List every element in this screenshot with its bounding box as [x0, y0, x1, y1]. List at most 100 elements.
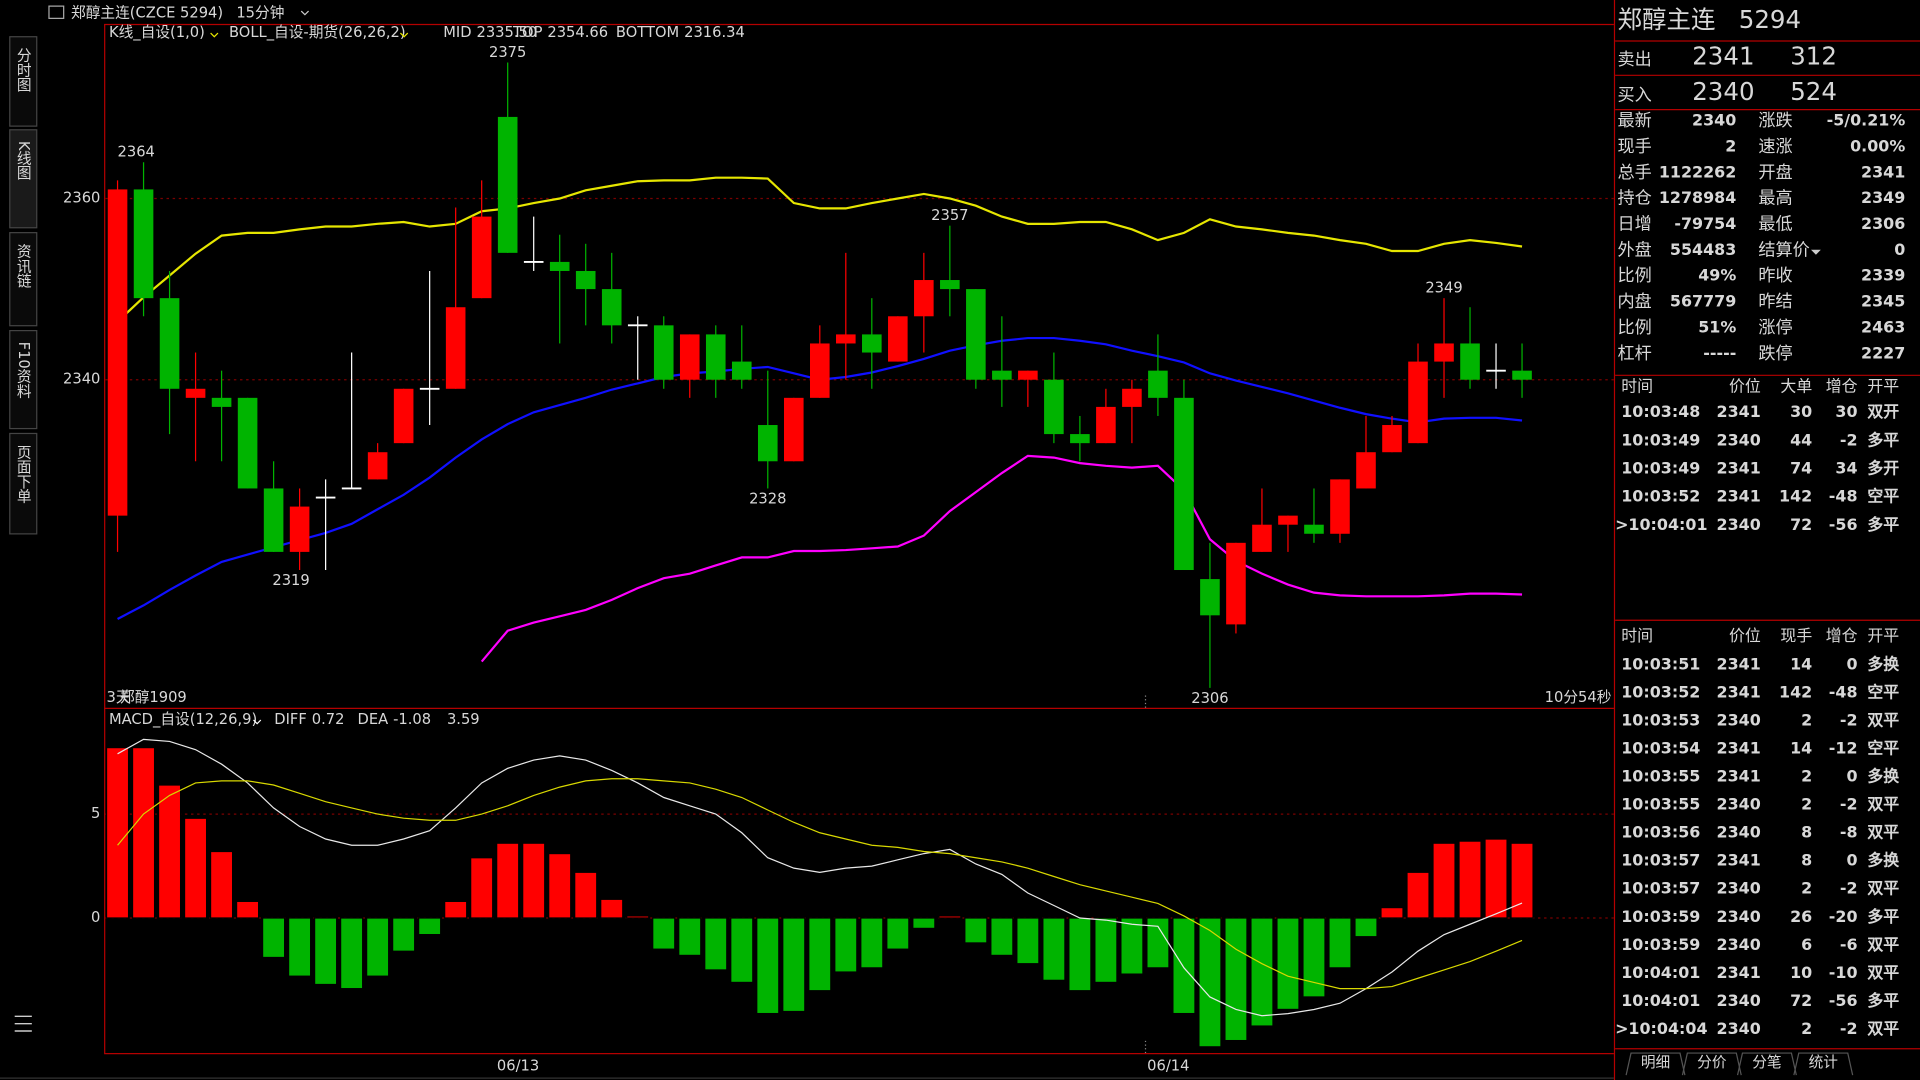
sidebar-tab[interactable] — [9, 36, 38, 127]
macd-bar — [287, 917, 312, 977]
bottom-tab[interactable] — [1793, 1052, 1854, 1076]
bottom-tab[interactable] — [1736, 1052, 1797, 1076]
table-cell: 10:03:48 — [1621, 402, 1700, 421]
table-cell: >10:04:04 — [1615, 1019, 1707, 1038]
macd-bar — [1068, 917, 1092, 992]
macd-bar — [1510, 842, 1534, 919]
dropdown-chevron — [210, 32, 219, 38]
table-cell: 0 — [1846, 654, 1857, 673]
y-tick-label: 2360 — [63, 189, 100, 206]
table-header: 价位 — [1729, 626, 1761, 645]
candle-body — [1512, 370, 1532, 380]
table-cell: 26 — [1790, 907, 1812, 926]
book-label: 卖出 — [1618, 50, 1652, 70]
sidebar-tab[interactable] — [9, 232, 38, 327]
table-cell: 2341 — [1717, 654, 1761, 673]
stat-value: 2227 — [1861, 343, 1905, 362]
stat-label: 最低 — [1758, 215, 1792, 235]
table-cell: >10:04:01 — [1615, 515, 1707, 534]
sidebar-tab-label[interactable]: 分时图 — [15, 48, 32, 92]
menu-icon[interactable] — [14, 1015, 32, 1032]
bottom-tab[interactable] — [1681, 1052, 1742, 1076]
stat-value: 0 — [1894, 240, 1905, 259]
sidebar-tab[interactable] — [9, 330, 38, 430]
series-legend: DEA -1.08 — [358, 711, 432, 728]
table-cell: 2341 — [1717, 767, 1761, 786]
table-cell: 74 — [1790, 458, 1812, 477]
table-cell: 多换 — [1867, 654, 1899, 673]
bottom-tab-label[interactable]: 分笔 — [1752, 1054, 1781, 1071]
extreme-label: 2375 — [489, 44, 526, 61]
sidebar-tab[interactable] — [9, 432, 38, 535]
candle-body — [1044, 379, 1064, 435]
bottom-tab-label[interactable]: 明细 — [1641, 1054, 1670, 1071]
table-cell: 10:03:49 — [1621, 430, 1700, 449]
sidebar-tab-label[interactable]: K线图 — [15, 141, 32, 180]
book-price: 2341 — [1692, 42, 1754, 71]
macd-bar — [444, 900, 468, 919]
indicator-legend: BOLL_自设-期货(26,26,2) — [229, 24, 406, 41]
table-cell: 双平 — [1867, 935, 1899, 954]
table-cell: 2 — [1801, 795, 1812, 814]
macd-bar — [1198, 917, 1222, 1048]
candle-body — [575, 270, 596, 290]
table-cell: 72 — [1790, 991, 1812, 1010]
sidebar-tab-label[interactable]: F10资料 — [15, 342, 32, 399]
macd-bar — [782, 917, 806, 1013]
table-cell: 10:03:57 — [1621, 851, 1700, 870]
table-cell: 双平 — [1867, 710, 1899, 729]
bottom-tab[interactable] — [1625, 1052, 1686, 1076]
bottom-tab-label[interactable]: 分价 — [1697, 1054, 1727, 1071]
table-cell: 34 — [1835, 458, 1857, 477]
sidebar-tab-label[interactable]: 资讯链 — [15, 244, 32, 288]
table-cell: 2341 — [1717, 682, 1761, 701]
dropdown-chevron — [1811, 249, 1821, 255]
series-legend: TOP 2354.66 — [512, 24, 608, 41]
candle-body — [1382, 425, 1402, 453]
candle-body — [1330, 479, 1350, 534]
macd-bar — [1484, 838, 1508, 919]
dropdown-chevron — [300, 10, 310, 16]
stat-label: 结算价 — [1758, 240, 1809, 260]
stat-label: 外盘 — [1618, 240, 1652, 260]
table-header: 时间 — [1621, 376, 1653, 395]
table-cell: 10:03:57 — [1621, 879, 1700, 898]
table-cell: 多平 — [1867, 515, 1899, 534]
candle-body — [367, 452, 388, 480]
table-cell: 空平 — [1867, 487, 1899, 506]
macd-line — [117, 778, 1523, 990]
candle-body — [445, 307, 466, 389]
macd-bar — [1172, 917, 1196, 1015]
series-value: 2354.66 — [547, 24, 608, 41]
extreme-label: 2364 — [118, 143, 155, 160]
macd-bar — [157, 784, 182, 919]
stat-value: 2345 — [1861, 292, 1905, 311]
table-cell: 2340 — [1717, 1019, 1761, 1038]
macd-bar — [1016, 917, 1040, 965]
bottom-tab-label[interactable]: 统计 — [1809, 1054, 1839, 1071]
stat-label: 涨停 — [1758, 318, 1792, 338]
stat-label: 持仓 — [1618, 189, 1652, 209]
indicator-legend: MACD_自设(12,26,9) — [109, 711, 257, 728]
table-cell: -2 — [1840, 710, 1858, 729]
macd-bar — [1406, 871, 1430, 919]
stat-label: 总手 — [1618, 163, 1652, 183]
x-tick-label: 06/14 — [1147, 1058, 1189, 1075]
table-cell: 双开 — [1867, 402, 1899, 421]
sidebar-tab[interactable] — [9, 129, 38, 229]
candle-body — [1200, 579, 1220, 616]
macd-bar — [574, 871, 598, 919]
stat-value: 51% — [1698, 317, 1736, 336]
stat-label: 昨结 — [1758, 292, 1792, 312]
table-cell: -20 — [1829, 907, 1858, 926]
stat-value: 2463 — [1861, 317, 1905, 336]
stat-label: 昨收 — [1758, 266, 1792, 286]
stat-label: 日增 — [1618, 215, 1652, 235]
chart-note: 10分54秒 — [1545, 689, 1612, 706]
table-cell: -48 — [1829, 682, 1858, 701]
candle-body — [1304, 524, 1324, 534]
candle-body — [1148, 370, 1168, 398]
sidebar-tab-label[interactable]: 页面下单 — [15, 444, 32, 503]
candle-body — [289, 506, 310, 552]
table-header: 开平 — [1867, 376, 1899, 395]
